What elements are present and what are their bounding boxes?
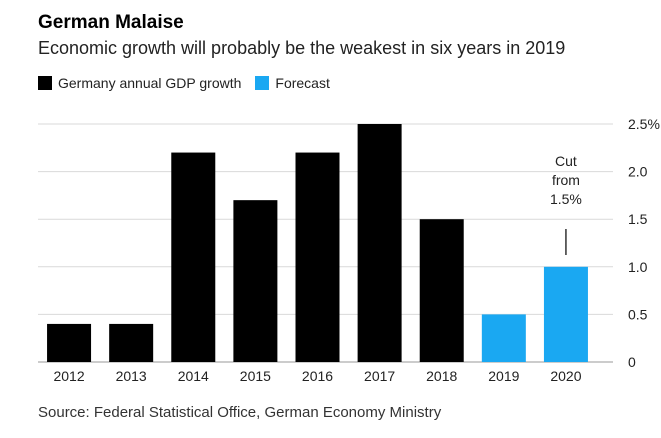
x-tick-label-2016: 2016 [302,368,333,384]
x-tick-label-2018: 2018 [426,368,457,384]
legend-label-forecast: Forecast [275,75,330,91]
bar-2014 [171,152,216,362]
chart-title: German Malaise [38,12,184,33]
y-tick-label-1: 0.5 [628,306,648,322]
x-tick-label-2015: 2015 [240,368,271,384]
y-tick-label-3: 1.5 [628,211,648,227]
x-tick-label-2017: 2017 [364,368,395,384]
bar-2019 [481,314,526,362]
bar-2017 [357,124,402,362]
chart-legend: Germany annual GDP growth Forecast [38,75,344,91]
annotation-line-0: Cut [555,153,577,169]
annotation-line-1: from [552,172,580,188]
source-note: Source: Federal Statistical Office, Germ… [38,404,442,421]
annotation-line-2: 1.5% [550,191,582,207]
bar-2013 [109,323,154,362]
legend-swatch-forecast [255,76,270,90]
bar-2018 [419,219,464,362]
x-tick-label-2012: 2012 [53,368,84,384]
bar-2016 [295,152,340,362]
x-tick-label-2013: 2013 [116,368,147,384]
y-tick-label-2: 1.0 [628,259,648,275]
legend-label-actual: Germany annual GDP growth [58,75,242,91]
x-tick-label-2014: 2014 [178,368,209,384]
bar-2015 [233,200,278,362]
y-tick-label-0: 0 [628,354,636,370]
bar-2020 [543,266,588,362]
x-tick-label-2019: 2019 [488,368,519,384]
legend-swatch-actual [38,76,52,90]
legend-item-actual: Germany annual GDP growth [38,75,241,91]
legend-item-forecast: Forecast [255,75,330,91]
x-tick-label-2020: 2020 [550,368,581,384]
y-tick-label-4: 2.0 [628,164,648,180]
chart-subtitle: Economic growth will probably be the wea… [38,38,566,58]
y-tick-label-5: 2.5% [628,116,660,132]
bar-2012 [47,323,92,362]
